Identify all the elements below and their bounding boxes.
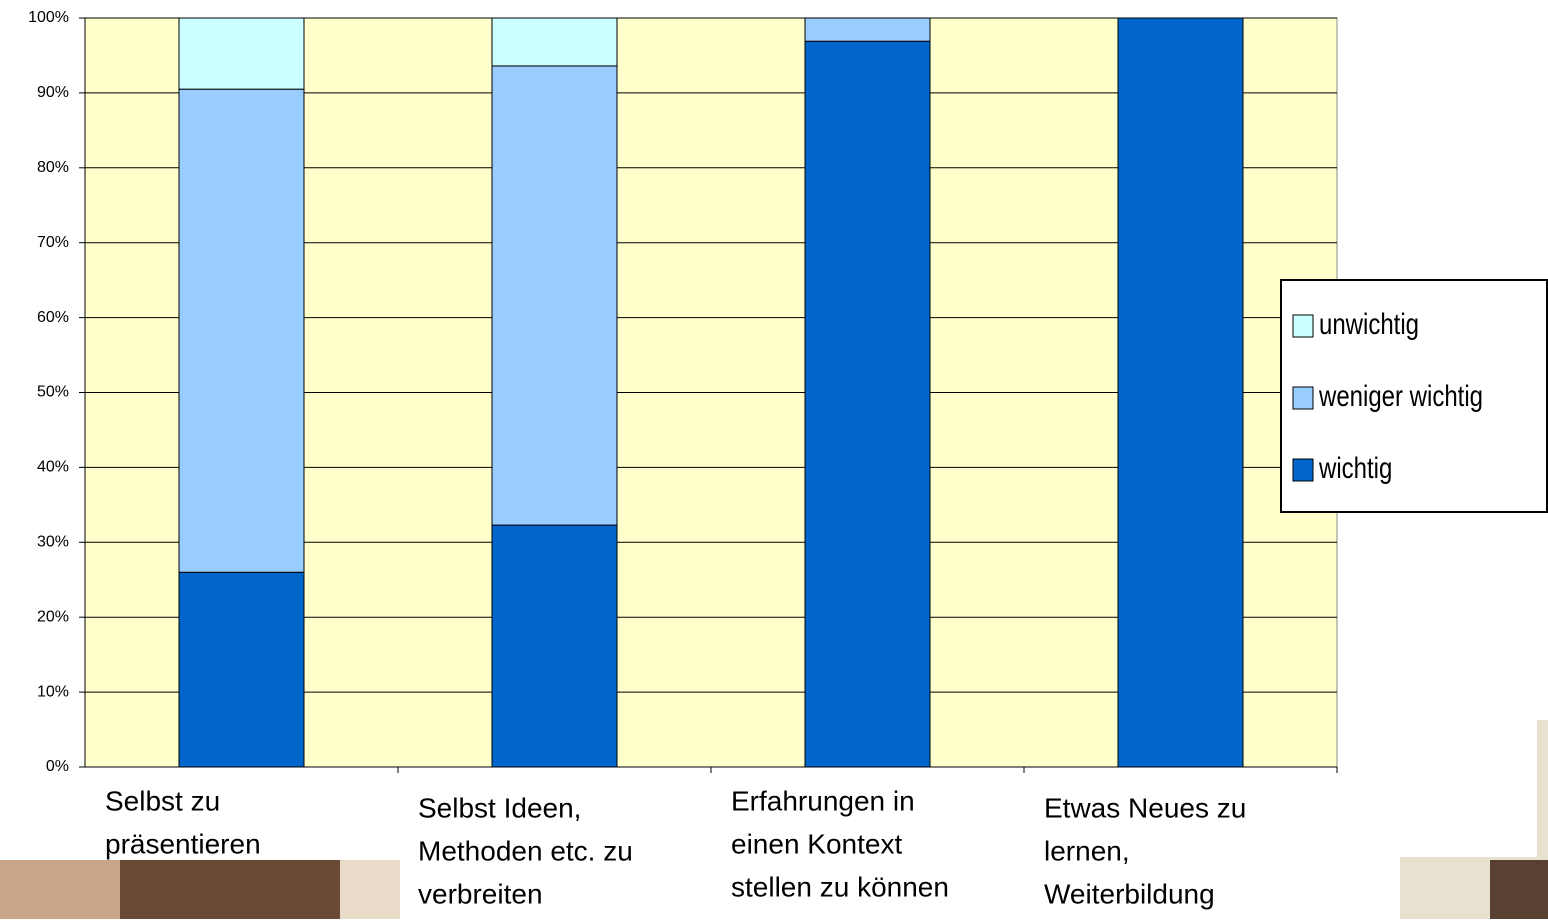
bar-segment bbox=[492, 66, 617, 525]
x-tick-label: Weiterbildung bbox=[1044, 878, 1215, 909]
photo-background bbox=[0, 860, 120, 919]
legend-swatch bbox=[1293, 387, 1313, 409]
bar-segment bbox=[805, 18, 930, 41]
y-tick-label: 100% bbox=[28, 9, 69, 26]
page: 0% 10% 20% 30% 40% 50% 60% 70% 80% 90% 100% Selbst … bbox=[0, 0, 1548, 919]
y-tick-label: 60% bbox=[37, 309, 69, 326]
legend-label: weniger wichtig bbox=[1318, 378, 1483, 412]
y-tick-label: 40% bbox=[37, 459, 69, 476]
y-tick-label: 90% bbox=[37, 84, 69, 101]
legend-swatch bbox=[1293, 459, 1313, 481]
y-tick-label: 80% bbox=[37, 159, 69, 176]
chart: 0% 10% 20% 30% 40% 50% 60% 70% 80% 90% 100% Selbst … bbox=[0, 0, 1548, 919]
x-tick-label: Selbst Ideen, bbox=[418, 792, 581, 823]
x-tick-label: verbreiten bbox=[418, 878, 543, 909]
legend-swatch bbox=[1293, 315, 1313, 337]
x-tick-label: einen Kontext bbox=[731, 828, 902, 859]
y-tick-label: 50% bbox=[37, 384, 69, 401]
x-tick-label: Selbst zu bbox=[105, 785, 220, 816]
x-tick-label: Erfahrungen in bbox=[731, 785, 915, 816]
y-tick-label: 30% bbox=[37, 534, 69, 551]
y-tick-label: 10% bbox=[37, 683, 69, 700]
y-tick-label: 20% bbox=[37, 608, 69, 625]
x-tick-label: stellen zu können bbox=[731, 871, 949, 902]
y-tick-label: 70% bbox=[37, 234, 69, 251]
bar-segment bbox=[492, 18, 617, 66]
legend-label: unwichtig bbox=[1319, 306, 1419, 340]
x-tick-label: Methoden etc. zu bbox=[418, 835, 633, 866]
photo-background bbox=[340, 860, 400, 919]
y-tick-label: 0% bbox=[46, 758, 69, 775]
photo-background bbox=[1490, 860, 1548, 919]
background-panel bbox=[1337, 540, 1537, 857]
bar-segment bbox=[492, 525, 617, 767]
x-tick-label: lernen, bbox=[1044, 835, 1130, 866]
bar-segment bbox=[179, 18, 304, 89]
x-tick-label: Etwas Neues zu bbox=[1044, 792, 1246, 823]
bar-segment bbox=[179, 89, 304, 572]
bar-segment bbox=[1118, 18, 1243, 767]
bar-segment bbox=[179, 572, 304, 767]
x-tick-label: präsentieren bbox=[105, 828, 261, 859]
legend-label: wichtig bbox=[1318, 450, 1392, 484]
bar-segment bbox=[805, 41, 930, 767]
